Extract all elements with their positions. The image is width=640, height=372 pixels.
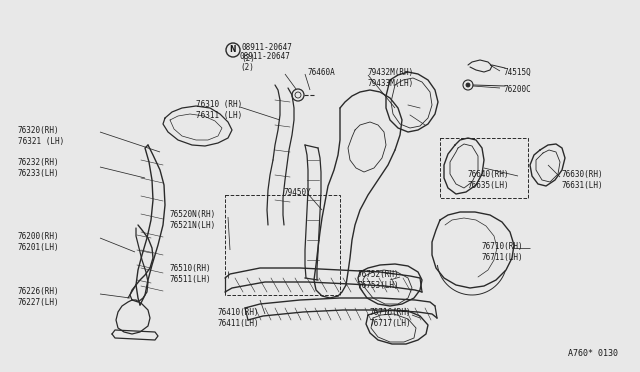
Text: 08911-20647
(2): 08911-20647 (2) [241,43,292,63]
Text: 76310 (RH)
76311 (LH): 76310 (RH) 76311 (LH) [196,100,243,120]
Text: 74515Q: 74515Q [503,68,531,77]
Bar [225,195,340,295]
Text: 79450Y: 79450Y [283,188,311,197]
Text: 76752(RH)
76753(LH): 76752(RH) 76753(LH) [358,270,399,290]
Text: 76716(RH)
76717(LH): 76716(RH) 76717(LH) [370,308,412,328]
Text: 76232(RH)
76233(LH): 76232(RH) 76233(LH) [18,158,60,178]
Text: A760* 0130: A760* 0130 [568,349,618,358]
Text: 76520N(RH)
76521N(LH): 76520N(RH) 76521N(LH) [170,210,216,230]
Text: 08911-20647
(2): 08911-20647 (2) [240,52,291,72]
Bar [440,138,528,198]
Text: 76200C: 76200C [503,85,531,94]
Text: 76640(RH)
76635(LH): 76640(RH) 76635(LH) [468,170,509,190]
Text: 76630(RH)
76631(LH): 76630(RH) 76631(LH) [562,170,604,190]
Text: 76320(RH)
76321 (LH): 76320(RH) 76321 (LH) [18,126,64,146]
Text: N: N [230,45,236,55]
Text: 76226(RH)
76227(LH): 76226(RH) 76227(LH) [18,287,60,307]
Text: 79432M(RH)
79433M(LH): 79432M(RH) 79433M(LH) [368,68,414,88]
Text: 76510(RH)
76511(LH): 76510(RH) 76511(LH) [170,264,212,284]
Circle shape [466,83,470,87]
Text: 76200(RH)
76201(LH): 76200(RH) 76201(LH) [18,232,60,252]
Text: 76460A: 76460A [308,68,336,77]
Text: 76710(RH)
76711(LH): 76710(RH) 76711(LH) [482,242,524,262]
Text: 76410(RH)
76411(LH): 76410(RH) 76411(LH) [218,308,260,328]
